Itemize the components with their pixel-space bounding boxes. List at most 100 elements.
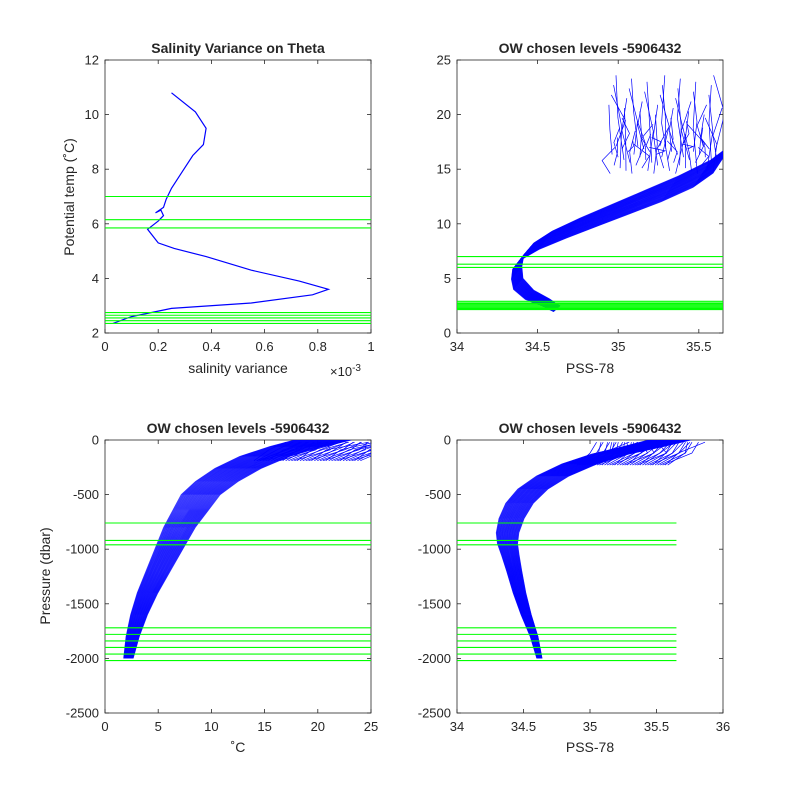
x-tick-label: 35.5 <box>644 719 669 734</box>
x-tick-label: 0.2 <box>149 339 167 354</box>
surface-profile-line <box>582 442 615 466</box>
surface-spike-line <box>637 101 645 150</box>
surface-profile-line <box>659 442 693 466</box>
y-tick-label: -500 <box>73 487 99 502</box>
surface-spike-line <box>700 137 706 158</box>
x-tick-label: 1 <box>367 339 374 354</box>
surface-profile-line <box>296 441 334 461</box>
y-tick-label: 2 <box>92 326 99 341</box>
surface-profile-line <box>601 441 639 466</box>
surface-profile-line <box>282 441 328 461</box>
x-axis-exponent: ×10-3 <box>330 363 361 379</box>
surface-spike-line <box>610 94 626 147</box>
surface-spike-line <box>653 104 659 166</box>
surface-profile-line <box>339 444 371 461</box>
x-axis-label: PSS-78 <box>566 739 614 755</box>
surface-profile-line <box>331 446 371 462</box>
surface-profile-line <box>256 441 302 462</box>
y-tick-label: -2500 <box>66 706 99 721</box>
surface-profile-line <box>576 442 597 466</box>
surface-spike-line <box>700 127 710 150</box>
y-axis-label: Pressure (dbar) <box>37 527 53 624</box>
x-tick-label: 34 <box>450 339 464 354</box>
y-tick-label: 0 <box>444 433 451 448</box>
x-axis-label: ˚C <box>231 739 246 755</box>
surface-spike-line <box>644 91 654 171</box>
surface-spike-line <box>627 140 634 152</box>
y-tick-label: 0 <box>92 433 99 448</box>
surface-spike-line <box>677 88 682 166</box>
surface-profile-line <box>299 441 341 462</box>
surface-spike-line <box>613 127 621 158</box>
surface-profile-line <box>345 449 371 462</box>
y-tick-label: -2000 <box>66 651 99 666</box>
x-tick-label: 25 <box>364 719 378 734</box>
surface-spike-line <box>624 107 627 171</box>
surface-profile-line <box>360 455 371 462</box>
y-tick-label: -1000 <box>66 542 99 557</box>
x-tick-label: 10 <box>204 719 218 734</box>
surface-spike-line <box>631 78 639 147</box>
y-tick-label: 12 <box>85 53 99 68</box>
surface-spike-line <box>608 104 613 155</box>
surface-spike-line <box>621 98 631 163</box>
surface-spike-line <box>601 147 616 174</box>
surface-spike-line <box>666 140 678 163</box>
surface-spike-line <box>633 143 650 169</box>
y-tick-label: -2500 <box>418 706 451 721</box>
y-tick-label: -1500 <box>418 596 451 611</box>
x-tick-label: 35.5 <box>686 339 711 354</box>
surface-profile-line <box>302 441 348 462</box>
surface-profile-line <box>357 452 371 462</box>
plot-area <box>456 59 724 334</box>
surface-profile-line <box>642 441 671 466</box>
variance-line <box>112 92 331 324</box>
exponent-base: ×10 <box>330 364 352 379</box>
exponent-power: -3 <box>352 363 361 374</box>
x-tick-label: 0.6 <box>256 339 274 354</box>
surface-profile-line <box>354 448 371 461</box>
surface-spike-line <box>651 137 662 147</box>
surface-spike-line <box>677 78 684 158</box>
surface-profile-line <box>314 441 347 462</box>
surface-profile-line <box>576 442 602 466</box>
profile-line <box>521 150 723 307</box>
y-tick-label: 25 <box>437 53 451 68</box>
surface-spike-line <box>675 98 686 174</box>
x-tick-label: 0 <box>101 339 108 354</box>
x-tick-label: 35 <box>611 339 625 354</box>
surface-spike-line <box>712 107 723 163</box>
surface-profile-line <box>616 441 654 466</box>
x-tick-label: 34 <box>450 719 464 734</box>
surface-profile-line <box>652 442 673 466</box>
surface-profile-line <box>579 442 604 466</box>
surface-spike-line <box>645 134 652 160</box>
surface-spike-line <box>657 127 669 169</box>
panel-title: OW chosen levels -5906432 <box>147 420 330 436</box>
surface-spike-line <box>692 81 698 174</box>
surface-spike-line <box>653 114 658 174</box>
y-tick-label: 6 <box>92 216 99 231</box>
x-tick-label: 34.5 <box>525 339 550 354</box>
plot-content <box>511 75 723 313</box>
surface-profile-line <box>342 447 371 462</box>
surface-profile-line <box>614 441 647 466</box>
panel-title: Salinity Variance on Theta <box>151 40 325 56</box>
surface-spike-line <box>682 143 695 150</box>
surface-profile-line <box>259 441 309 462</box>
surface-profile-line <box>268 441 322 461</box>
y-tick-label: -1000 <box>418 542 451 557</box>
surface-profile-line <box>285 441 335 462</box>
surface-profile-line <box>579 442 608 466</box>
surface-spike-line <box>669 130 678 155</box>
y-tick-label: -1500 <box>66 596 99 611</box>
surface-spike-line <box>708 85 712 160</box>
plot-content <box>112 92 331 324</box>
surface-profile-line <box>288 441 342 462</box>
y-tick-label: 20 <box>437 107 451 122</box>
surface-spike-line <box>613 85 623 169</box>
x-tick-label: 20 <box>311 719 325 734</box>
surface-profile-line <box>626 441 656 466</box>
y-tick-label: 4 <box>92 271 99 286</box>
surface-profile-line <box>591 442 613 466</box>
